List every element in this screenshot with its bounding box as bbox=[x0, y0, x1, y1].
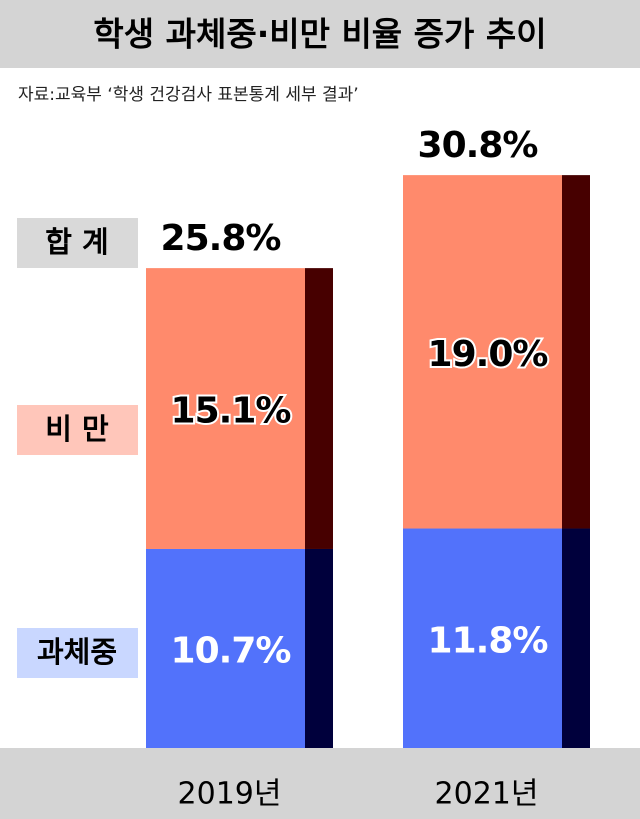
value-label: 10.7% bbox=[171, 630, 291, 671]
x-tick-label: 2021년 bbox=[435, 777, 539, 812]
value-label: 11.8% bbox=[428, 620, 548, 661]
legend-label: 합 계 bbox=[45, 225, 108, 259]
bar-side bbox=[305, 548, 333, 748]
chart-subtitle: 자료:교육부 ‘학생 건강검사 표본통계 세부 결과’ bbox=[18, 85, 359, 105]
bar-side bbox=[305, 268, 333, 549]
value-label: 15.1% bbox=[171, 391, 291, 432]
x-tick-label: 2019년 bbox=[178, 777, 282, 812]
legend-label: 비 만 bbox=[45, 412, 109, 446]
legend-box bbox=[17, 405, 138, 455]
bar-segment bbox=[403, 175, 562, 529]
bar-segment bbox=[403, 528, 562, 748]
legend-label: 과체중 bbox=[37, 635, 117, 669]
total-label: 30.8% bbox=[418, 125, 538, 166]
value-label: 19.0% bbox=[428, 334, 548, 375]
title-band bbox=[0, 0, 640, 68]
legend-box bbox=[17, 218, 138, 268]
bar-segment bbox=[146, 268, 305, 549]
bar-side bbox=[562, 528, 590, 748]
bar-side bbox=[562, 175, 590, 529]
bar-segment bbox=[146, 548, 305, 748]
total-label: 25.8% bbox=[161, 218, 281, 259]
chart-title: 학생 과체중·비만 비율 증가 추이 bbox=[93, 15, 546, 54]
axis-band bbox=[0, 748, 640, 819]
legend-box bbox=[17, 628, 138, 678]
